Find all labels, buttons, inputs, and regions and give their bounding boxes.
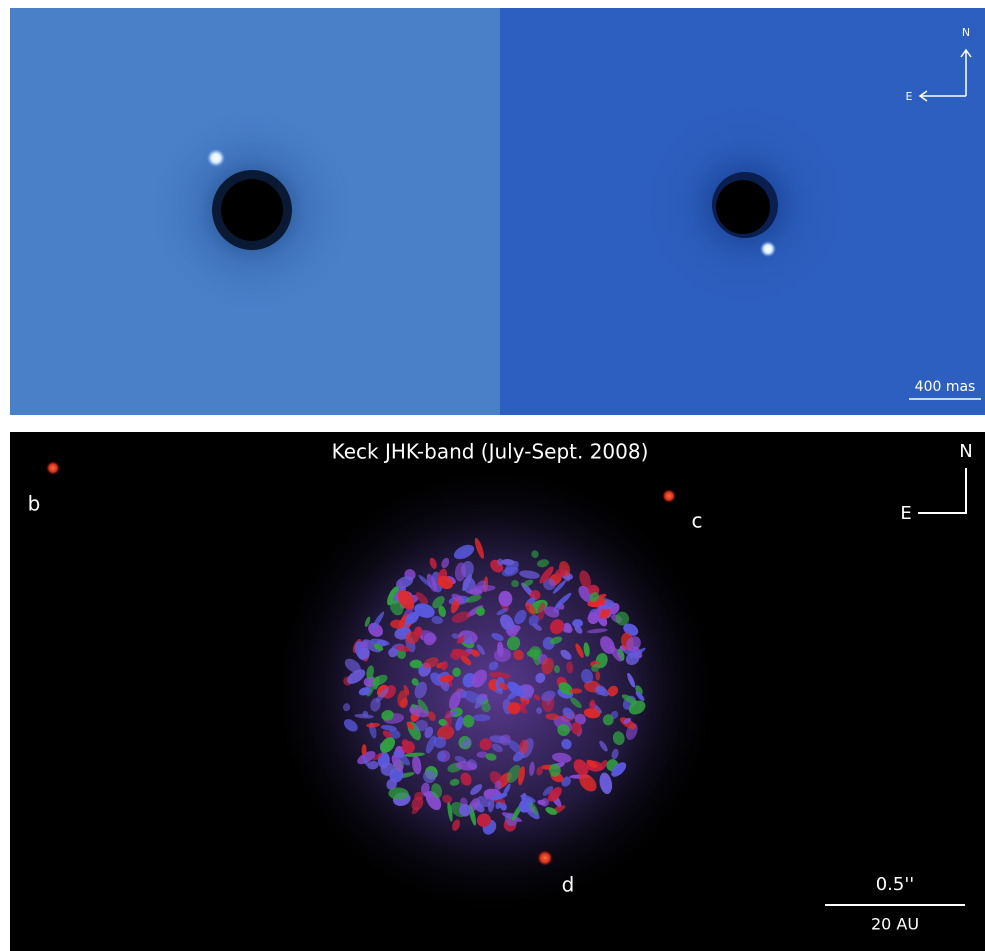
planet-d (537, 850, 553, 866)
speckle (437, 751, 446, 761)
planet-c (662, 489, 676, 503)
scale-label: 20 AU (871, 915, 919, 934)
north-label: N (959, 441, 972, 462)
planet-label: b (28, 492, 41, 516)
companion (760, 241, 776, 257)
planet-label: c (692, 509, 703, 533)
north-label: N (962, 26, 970, 39)
planet-label: d (562, 873, 575, 897)
page: N E 400 mas Keck JHK-band (July-Sept. 20… (0, 0, 985, 951)
scale-label: 0.5'' (876, 874, 915, 895)
companion (207, 149, 225, 167)
scale-label: 400 mas (915, 379, 976, 395)
title: Keck JHK-band (July-Sept. 2008) (332, 440, 649, 464)
planet-b (46, 461, 60, 475)
star-mask (716, 180, 770, 234)
east-label: E (906, 90, 913, 103)
east-label: E (900, 503, 911, 524)
figure: N E 400 mas Keck JHK-band (July-Sept. 20… (0, 0, 985, 951)
star-mask (221, 179, 283, 241)
